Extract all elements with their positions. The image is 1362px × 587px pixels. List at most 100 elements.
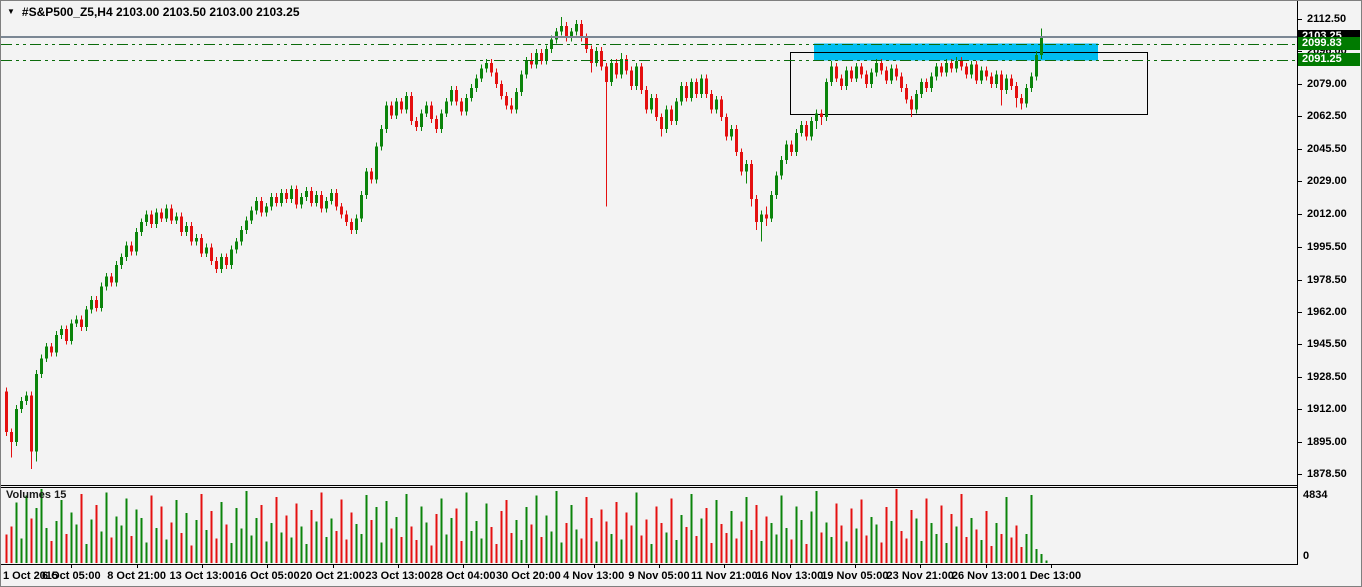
candle	[365, 171, 368, 195]
candle	[1015, 86, 1018, 98]
volume-bar	[285, 515, 288, 563]
candle	[315, 194, 318, 203]
candle	[820, 113, 823, 118]
volume-bar	[230, 543, 233, 563]
candle	[835, 66, 838, 79]
time-axis-label: 16 Nov 13:00	[755, 570, 824, 582]
volume-bar	[525, 507, 528, 563]
candle	[790, 144, 793, 153]
volume-bar	[120, 525, 123, 563]
volume-bar	[225, 524, 228, 563]
volume-bar	[65, 533, 68, 563]
candle	[460, 101, 463, 112]
consolidation-rect-outline[interactable]	[790, 52, 1148, 115]
volume-bar	[330, 518, 333, 563]
time-axis[interactable]: 1 Oct 2015 6 Oct 05:00 8 Oct 21:00 13 Oct 1…	[1, 565, 1297, 586]
candle	[1040, 37, 1043, 55]
candle	[405, 95, 408, 110]
volume-bar	[775, 534, 778, 563]
volume-bar	[690, 494, 693, 563]
candle	[495, 72, 498, 85]
volume-bar	[870, 517, 873, 563]
price-axis[interactable]: 2112.50 2096.00 2079.00 2062.50 2045.50 2029.…	[1297, 1, 1361, 565]
volume-bar	[590, 517, 593, 563]
time-axis-tick	[267, 565, 269, 568]
volume-bar	[600, 509, 603, 563]
volume-bar	[765, 516, 768, 563]
candle	[190, 226, 193, 242]
candle	[775, 175, 778, 195]
candle	[330, 193, 333, 201]
volume-bar	[880, 542, 883, 563]
candle	[40, 358, 43, 374]
volume-bar	[710, 543, 713, 563]
volume-bar	[45, 527, 48, 563]
hline-price-badge: 2091.25	[1298, 53, 1360, 66]
candle	[475, 78, 478, 89]
volume-bar	[5, 534, 8, 563]
volume-bar	[445, 534, 448, 563]
candle	[765, 214, 768, 219]
volume-bar	[655, 506, 658, 563]
candle	[505, 95, 508, 106]
volume-bar	[960, 494, 963, 563]
volume-bar	[510, 533, 513, 563]
volume-bar	[515, 520, 518, 563]
volume-bar	[260, 504, 263, 563]
volume-bar	[175, 500, 178, 563]
volume-bar	[785, 527, 788, 563]
candle	[590, 49, 593, 63]
candle	[585, 37, 588, 50]
candle	[570, 31, 573, 38]
candle	[310, 191, 313, 203]
volume-bar	[135, 509, 138, 563]
volume-bar	[640, 535, 643, 563]
candle	[510, 105, 513, 110]
price-axis-label: 2045.50	[1298, 143, 1347, 155]
supply-zone-rect[interactable]	[814, 43, 1098, 61]
time-axis-tick	[71, 565, 73, 568]
volume-bar	[195, 520, 198, 563]
candle	[300, 196, 303, 205]
candle	[940, 66, 943, 73]
candle	[675, 101, 678, 122]
volume-bar	[645, 519, 648, 563]
candle	[1035, 54, 1038, 77]
volume-bar	[210, 510, 213, 563]
volume-bar	[190, 545, 193, 563]
volume-bar	[575, 529, 578, 563]
volume-bar	[470, 530, 473, 563]
candle	[440, 113, 443, 129]
candle	[850, 70, 853, 79]
volume-bar	[360, 533, 363, 563]
candle	[565, 25, 568, 38]
candle	[855, 66, 858, 79]
candle	[395, 101, 398, 116]
volume-bar	[460, 540, 463, 563]
volume-bar	[875, 524, 878, 563]
candle	[350, 222, 353, 230]
candle	[90, 299, 93, 310]
volume-bar	[920, 540, 923, 563]
price-axis-label: 2062.50	[1298, 110, 1347, 122]
volume-bar	[695, 536, 698, 563]
time-axis-label: 23 Oct 13:00	[365, 570, 431, 582]
candle	[580, 23, 583, 38]
candle	[230, 249, 233, 265]
candle	[150, 214, 153, 225]
candle	[10, 432, 13, 442]
candle	[535, 53, 538, 65]
candle	[210, 247, 213, 262]
candle	[945, 62, 948, 73]
candle	[845, 70, 848, 87]
volume-bar	[75, 524, 78, 563]
candle	[890, 68, 893, 81]
time-axis-tick	[789, 565, 791, 568]
volume-bar	[570, 504, 573, 563]
price-axis-label: 1945.50	[1298, 338, 1347, 350]
candle	[375, 146, 378, 180]
volume-bar	[910, 510, 913, 563]
candle	[645, 89, 648, 110]
chart-canvas[interactable]	[1, 1, 1297, 565]
expand-arrow-icon[interactable]: ▼	[7, 7, 15, 16]
